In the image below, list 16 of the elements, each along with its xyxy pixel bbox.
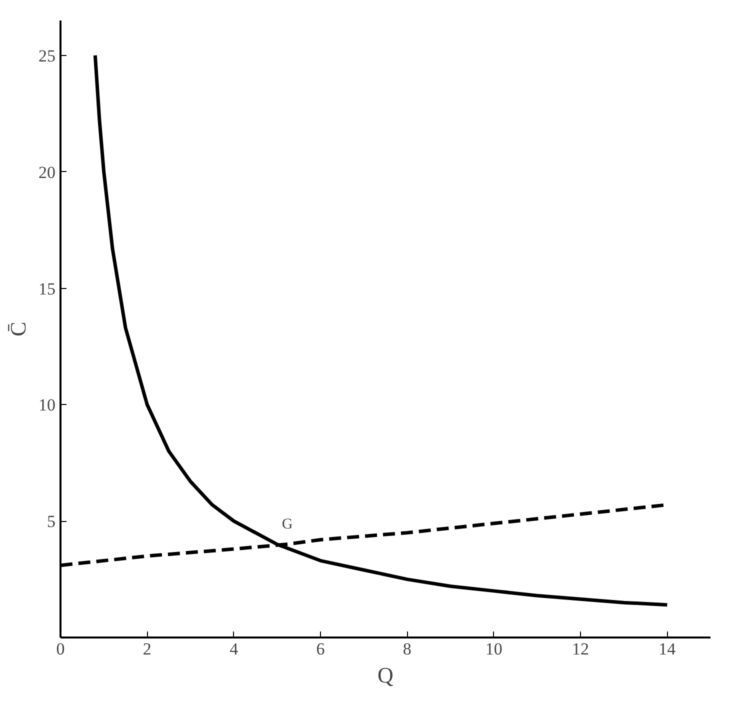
y-tick-label: 15 — [38, 279, 56, 298]
x-tick-label: 8 — [402, 640, 412, 658]
x-tick-label: 2 — [142, 640, 152, 658]
x-tick-label: 0 — [56, 640, 65, 658]
y-tick-label: 5 — [47, 512, 56, 532]
x-tick-label: 4 — [230, 640, 239, 658]
y-tick-label: 20 — [38, 162, 56, 182]
y-axis-title: C̄ — [6, 322, 30, 336]
x-tick-label: 10 — [485, 640, 502, 658]
x-tick-label: 14 — [658, 640, 676, 658]
y-tick-label: 10 — [38, 396, 56, 415]
y-tick-label: 25 — [38, 46, 56, 66]
x-tick-label: 6 — [316, 640, 325, 658]
x-tick-label: 12 — [572, 640, 589, 658]
annotation: G — [282, 516, 293, 532]
x-axis-title: Q — [378, 662, 394, 688]
